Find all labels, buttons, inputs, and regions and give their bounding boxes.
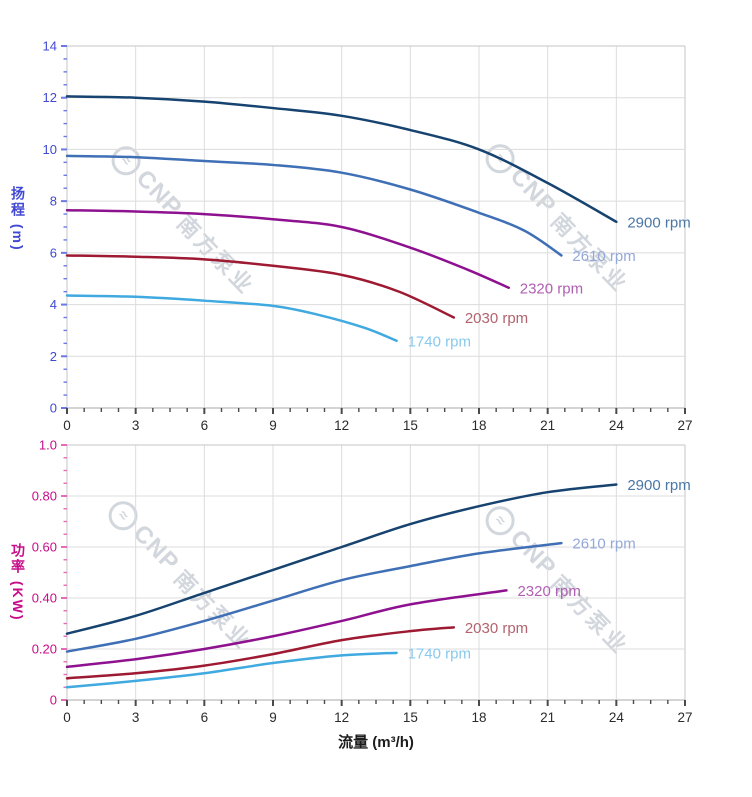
power-x-tick-label: 9 (269, 710, 277, 725)
flow-axis-title: 流量 (m³/h) (338, 734, 414, 751)
head-x-tick-label: 24 (609, 418, 625, 433)
curve-label-2030-rpm-head: 2030 rpm (465, 310, 528, 327)
curve-label-2030-rpm-power: 2030 rpm (465, 620, 528, 637)
head-axis-title: 扬程 (m) (10, 186, 26, 252)
curve-2900-rpm-power (65, 483, 618, 635)
curve-label-2320-rpm-power: 2320 rpm (517, 583, 580, 600)
head-x-tick-label: 27 (677, 418, 692, 433)
head-x-tick-label: 6 (201, 418, 209, 433)
head-x-tick-label: 15 (403, 418, 418, 433)
curve-2610-rpm-head (65, 154, 563, 257)
curve-label-2900-rpm-power: 2900 rpm (627, 477, 690, 494)
curve-2030-rpm-head (65, 254, 456, 319)
head-x-tick-label: 0 (63, 418, 71, 433)
head-x-ticks (66, 408, 686, 414)
power-y-tick-label: 0 (50, 693, 57, 708)
head-y-tick-label: 12 (43, 90, 57, 105)
power-x-tick-label: 21 (540, 710, 555, 725)
curve-label-1740-rpm-head: 1740 rpm (408, 333, 471, 350)
power-x-tick-label: 24 (609, 710, 625, 725)
power-x-tick-label: 27 (677, 710, 692, 725)
power-y-tick-label: 0.40 (32, 591, 57, 606)
curve-2900-rpm-head (65, 95, 618, 224)
power-x-tick-label: 0 (63, 710, 71, 725)
head-x-tick-label: 18 (471, 418, 486, 433)
power-axis-title: 功率 (KW) (10, 543, 26, 622)
curve-2320-rpm-power (65, 589, 508, 669)
power-x-tick-label: 18 (471, 710, 486, 725)
head-y-tick-label: 0 (50, 401, 57, 416)
curve-label-2900-rpm-head: 2900 rpm (627, 214, 690, 231)
curve-2610-rpm-power (65, 541, 563, 653)
curve-2030-rpm-power (65, 626, 456, 680)
head-y-tick-label: 6 (50, 245, 57, 260)
power-x-tick-label: 6 (201, 710, 209, 725)
curve-label-2610-rpm-head: 2610 rpm (572, 248, 635, 265)
head-y-tick-label: 4 (50, 297, 57, 312)
curve-2320-rpm-head (65, 208, 511, 290)
head-y-tick-label: 14 (43, 39, 57, 54)
power-x-tick-label: 12 (334, 710, 349, 725)
power-y-tick-label: 0.60 (32, 540, 57, 555)
head-y-tick-label: 8 (50, 194, 57, 209)
head-y-tick-label: 2 (50, 349, 57, 364)
head-x-tick-label: 21 (540, 418, 555, 433)
head-y-ticks (61, 45, 67, 409)
head-x-tick-label: 12 (334, 418, 349, 433)
head-gridlines (67, 45, 686, 408)
curve-label-2610-rpm-power: 2610 rpm (572, 536, 635, 553)
curve-label-2320-rpm-head: 2320 rpm (520, 280, 583, 297)
power-y-tick-label: 0.20 (32, 642, 57, 657)
power-x-tick-label: 3 (132, 710, 140, 725)
power-gridlines (67, 444, 686, 700)
head-x-tick-label: 9 (269, 418, 277, 433)
power-x-ticks (66, 700, 686, 706)
head-x-tick-label: 3 (132, 418, 140, 433)
power-y-tick-label: 0.80 (32, 489, 57, 504)
curve-label-1740-rpm-power: 1740 rpm (408, 645, 471, 662)
power-chart: 0 0.20 0.40 0.60 0.80 1.0 0 3 6 9 12 15 18 21 24 27 2900… (32, 438, 693, 726)
power-y-tick-label: 1.0 (39, 438, 57, 453)
curve-1740-rpm-head (65, 294, 398, 343)
curve-1740-rpm-power (65, 651, 398, 689)
power-y-ticks (61, 444, 67, 701)
head-y-tick-label: 10 (43, 142, 57, 157)
power-x-tick-label: 15 (403, 710, 418, 725)
